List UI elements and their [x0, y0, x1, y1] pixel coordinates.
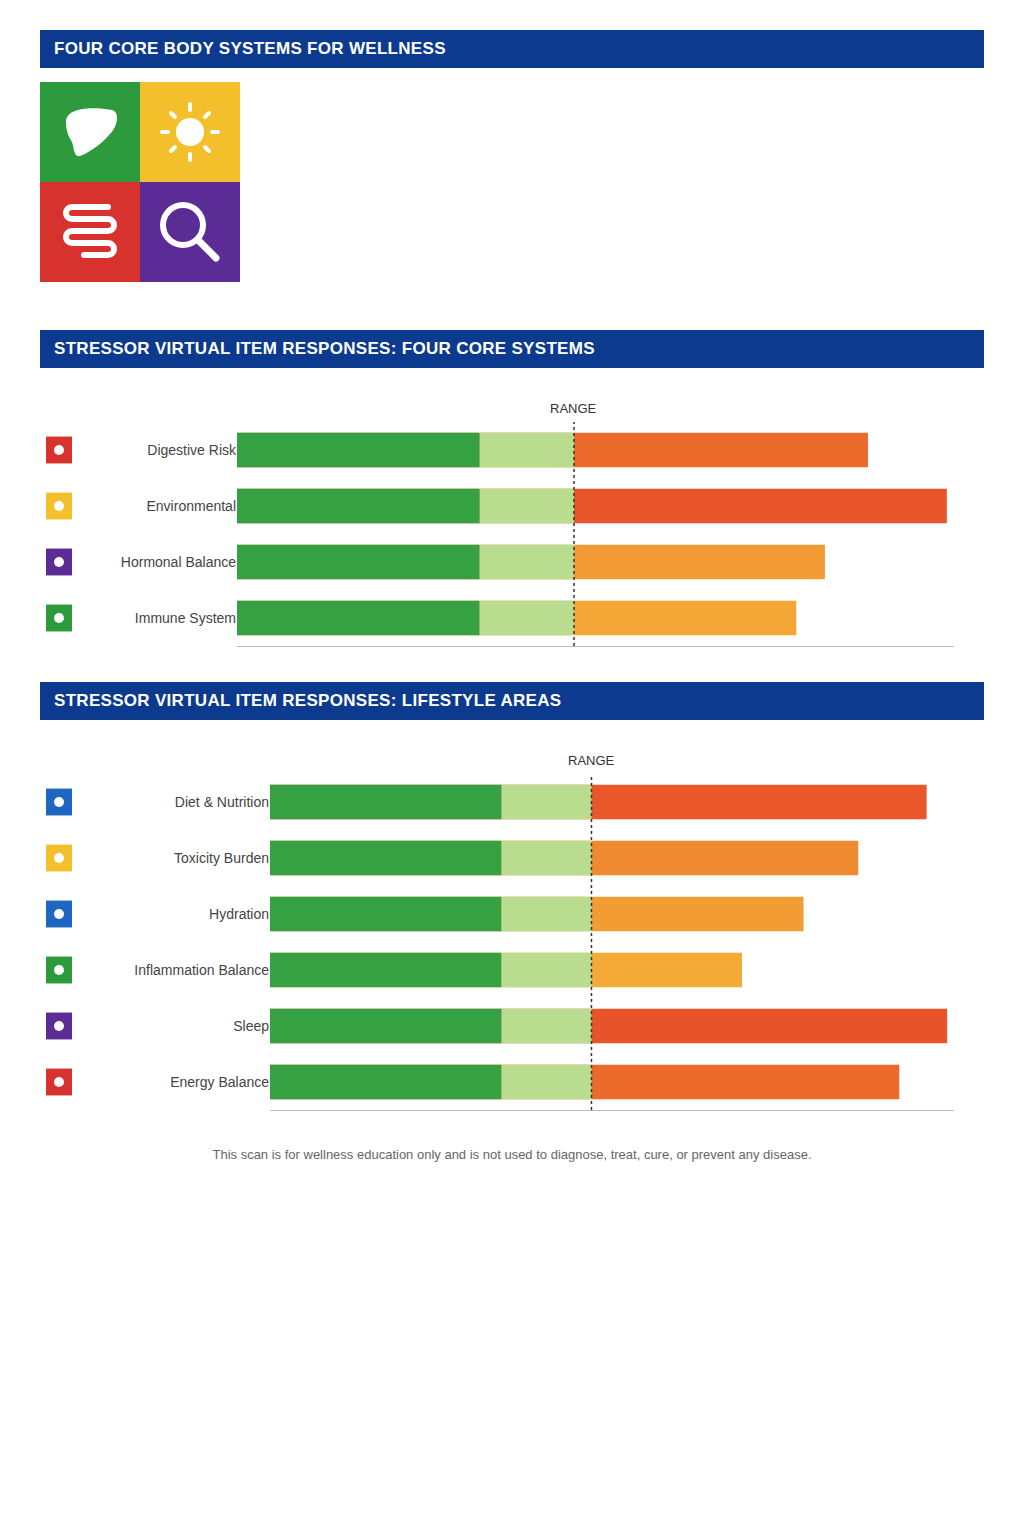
svg-text:Diet & Nutrition: Diet & Nutrition	[175, 794, 269, 810]
svg-text:Toxicity Burden: Toxicity Burden	[174, 850, 269, 866]
html-text:FOUR CORE BODY SYSTEMS FOR WEL: FOUR CORE BODY SYSTEMS FOR WELLNESS	[54, 39, 446, 58]
svg-text:Hormonal Balance: Hormonal Balance	[121, 554, 236, 570]
svg-text:Hydration: Hydration	[209, 906, 269, 922]
svg-text:Inflammation Balance: Inflammation Balance	[134, 962, 269, 978]
svg-text:Digestive Risk: Digestive Risk	[147, 442, 237, 458]
html-text:STRESSOR VIRTUAL ITEM RESPONSE: STRESSOR VIRTUAL ITEM RESPONSES: FOUR CO…	[54, 339, 595, 358]
svg-text:RANGE: RANGE	[568, 753, 615, 768]
svg-text:Sleep: Sleep	[233, 1018, 269, 1034]
svg-text:Immune System: Immune System	[135, 610, 236, 626]
html-text:This scan is for wellness educ: This scan is for wellness education only…	[212, 1147, 812, 1162]
svg-text:Environmental: Environmental	[147, 498, 237, 514]
html-text:STRESSOR VIRTUAL ITEM RESPONSE: STRESSOR VIRTUAL ITEM RESPONSES: LIFESTY…	[54, 691, 562, 710]
svg-text:Energy Balance: Energy Balance	[170, 1074, 269, 1090]
svg-text:RANGE: RANGE	[550, 401, 597, 416]
